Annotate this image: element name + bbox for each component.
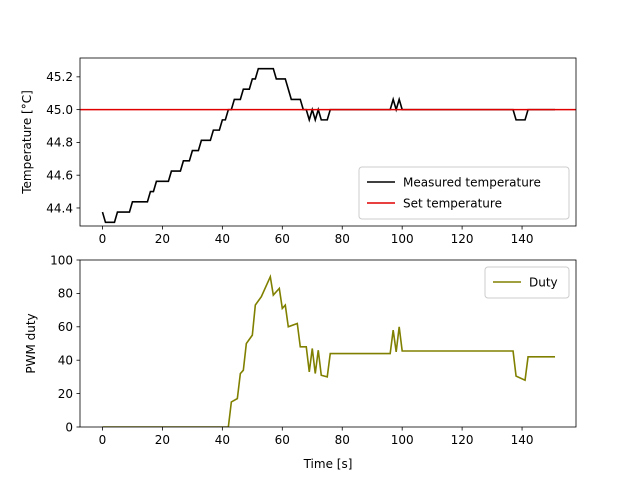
temperature-y-ticks: 44.4 44.6 44.8 45.0 45.2: [46, 70, 80, 215]
x-tick-label: 140: [511, 232, 534, 246]
x-tick-label: 100: [391, 433, 414, 447]
duty-series-line: [102, 273, 556, 427]
pwm-duty-chart: 0 20 40 60 80 100 120 140 0 20 40 60 80 100 PWM duty…: [24, 253, 577, 471]
y-tick-label: 44.8: [46, 136, 73, 150]
x-tick-label: 80: [335, 433, 350, 447]
x-tick-label: 120: [451, 433, 474, 447]
temperature-legend: Measured temperature Set temperature: [358, 166, 570, 220]
y-tick-label: 44.6: [46, 168, 73, 182]
legend-entry-label: Set temperature: [403, 196, 502, 210]
y-tick-label: 0: [65, 420, 73, 434]
temperature-y-axis-label: Temperature [°C]: [20, 90, 34, 195]
x-tick-label: 40: [215, 232, 230, 246]
pwm-duty-axes-frame: [79, 259, 577, 428]
y-tick-label: 40: [58, 354, 73, 368]
y-tick-label: 80: [58, 287, 73, 301]
x-tick-label: 20: [155, 433, 170, 447]
x-tick-label: 80: [335, 232, 350, 246]
y-tick-label: 45.0: [46, 103, 73, 117]
y-tick-label: 45.2: [46, 70, 73, 84]
x-tick-label: 0: [99, 433, 107, 447]
legend-box: [358, 166, 570, 220]
x-tick-label: 40: [215, 433, 230, 447]
x-tick-label: 120: [451, 232, 474, 246]
y-tick-label: 60: [58, 320, 73, 334]
pwm-duty-x-ticks: 0 20 40 60 80 100 120 140: [99, 427, 534, 447]
y-tick-label: 20: [58, 387, 73, 401]
y-tick-label: 100: [50, 253, 73, 267]
x-tick-label: 0: [99, 232, 107, 246]
legend-entry-label: Duty: [529, 275, 558, 289]
y-tick-label: 44.4: [46, 201, 73, 215]
x-tick-label: 20: [155, 232, 170, 246]
x-tick-label: 100: [391, 232, 414, 246]
pwm-duty-plot-area: [102, 273, 556, 427]
legend-box: [484, 266, 570, 299]
temperature-x-ticks: 0 20 40 60 80 100 120 140: [99, 226, 534, 246]
x-tick-label: 60: [275, 232, 290, 246]
x-tick-label: 140: [511, 433, 534, 447]
pwm-duty-y-axis-label: PWM duty: [24, 313, 38, 373]
legend-entry-label: Measured temperature: [403, 175, 541, 189]
pwm-duty-y-ticks: 0 20 40 60 80 100: [50, 253, 80, 434]
temperature-plot-area: [80, 67, 576, 224]
temperature-chart: 0 20 40 60 80 100 120 140 44.444.644.845.045.2 …: [20, 57, 577, 246]
pwm-duty-legend: Duty: [484, 266, 570, 299]
pwm-duty-x-axis-label: Time [s]: [303, 457, 353, 471]
x-tick-label: 60: [275, 433, 290, 447]
temperature-axes-frame: [79, 57, 577, 227]
